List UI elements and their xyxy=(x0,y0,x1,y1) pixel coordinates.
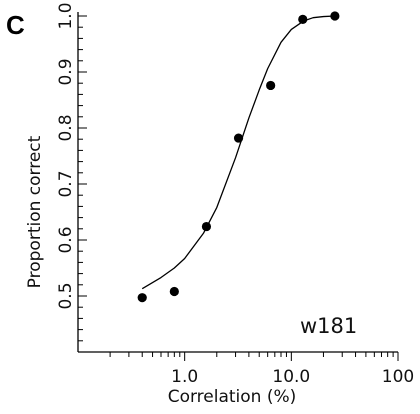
axes: 0.5 0.6 0.7 0.8 0.9 1.0 1.0 10.0 100 xyxy=(56,2,414,387)
data-point xyxy=(298,14,308,24)
fit-curve xyxy=(141,15,335,290)
y-tick-label: 1.0 xyxy=(56,2,76,29)
y-tick-label: 0.7 xyxy=(56,170,76,197)
data-points-layer xyxy=(137,11,340,303)
y-axis-label: Proportion correct xyxy=(25,135,45,288)
data-point xyxy=(330,11,340,21)
data-point xyxy=(233,133,244,143)
y-tick-label: 0.8 xyxy=(56,114,76,141)
panel-letter: C xyxy=(6,10,25,40)
data-point xyxy=(266,80,276,91)
chart-annotation: w181 xyxy=(300,314,357,338)
y-tick-label: 0.9 xyxy=(56,58,76,85)
y-tick-label: 0.5 xyxy=(56,282,76,309)
data-point xyxy=(201,221,212,232)
data-point xyxy=(137,293,147,303)
x-tick-label: 100 xyxy=(382,367,414,387)
x-tick-label: 1.0 xyxy=(171,367,198,387)
x-axis-label: Correlation (%) xyxy=(168,387,297,407)
data-point xyxy=(169,286,179,297)
x-tick-label: 10.0 xyxy=(272,367,310,387)
fit-curve-layer xyxy=(141,15,335,290)
y-tick-label: 0.6 xyxy=(56,226,76,253)
